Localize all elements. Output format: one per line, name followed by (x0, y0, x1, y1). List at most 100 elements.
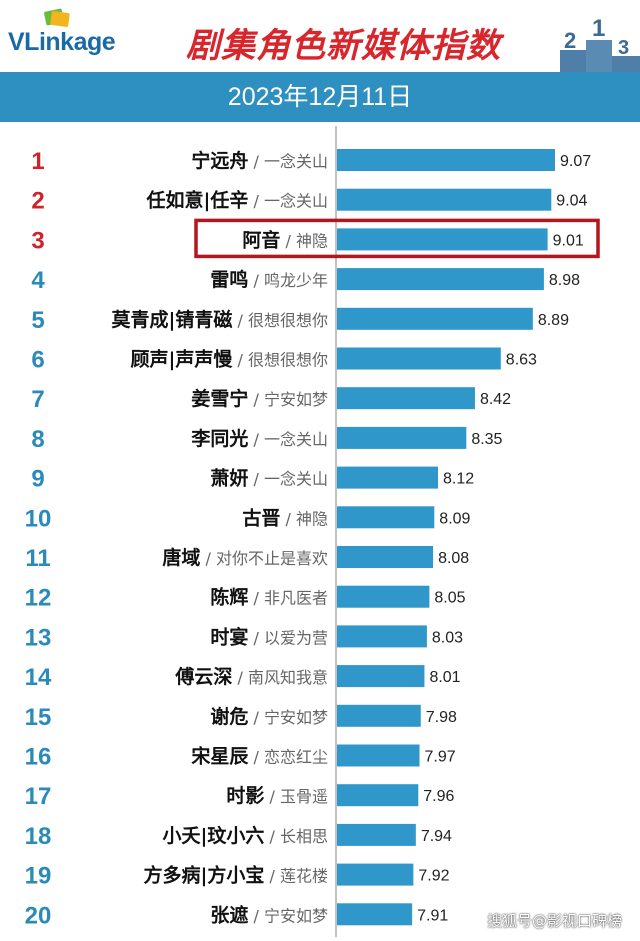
character-name: 傅云深 (174, 665, 232, 688)
value-label: 8.42 (480, 391, 511, 408)
show-name: 宁安如梦 (264, 906, 328, 925)
bar (337, 903, 413, 926)
show-name: 很想很想你 (248, 311, 328, 330)
bar (337, 546, 434, 568)
row-label: 陈辉 / 非凡医者 (210, 586, 328, 609)
bar (337, 149, 555, 171)
character-name: 任如意|任辛 (145, 189, 248, 212)
show-name: 宁安如梦 (264, 708, 328, 727)
bar (337, 744, 420, 767)
bar (337, 387, 475, 410)
separator: / (248, 906, 264, 925)
separator: / (248, 152, 264, 171)
value-label: 7.94 (421, 828, 452, 845)
separator: / (232, 311, 248, 330)
date-label: 2023年12月11日 (227, 83, 413, 111)
rank-number: 6 (31, 347, 44, 374)
character-name: 小夭|玟小六 (162, 824, 264, 847)
show-name: 非凡医者 (264, 589, 328, 608)
show-name: 莲花楼 (280, 867, 328, 886)
character-name: 古晋 (242, 506, 280, 529)
show-name: 很想很想你 (248, 351, 328, 370)
bar (337, 466, 438, 489)
separator: / (232, 351, 248, 370)
separator: / (248, 589, 264, 608)
value-label: 8.12 (443, 471, 474, 488)
value-label: 9.07 (560, 153, 591, 170)
page-title: 剧集角色新媒体指数 (186, 26, 501, 66)
rank-number: 15 (25, 704, 52, 731)
value-label: 9.01 (553, 232, 584, 249)
value-label: 8.03 (432, 629, 463, 646)
character-name: 唐域 (162, 546, 200, 569)
value-label: 8.08 (438, 550, 469, 567)
show-name: 宁安如梦 (264, 390, 328, 409)
rank-number: 3 (31, 227, 44, 254)
rank-number: 13 (25, 624, 52, 651)
row-label: 小夭|玟小六 / 长相思 (162, 824, 328, 847)
character-name: 雷鸣 (210, 268, 248, 291)
podium-digit-1: 1 (592, 15, 605, 42)
ranking-bar-chart: 1 宁远舟 / 一念关山 9.07 2 任如意|任辛 / 一念关山 9.04 3 阿音 / 神… (25, 126, 600, 937)
highlight-box (194, 218, 600, 259)
watermark: 搜狐号@影视口碑榜 (487, 912, 623, 930)
podium-icon: 2 1 3 (560, 15, 640, 72)
value-label: 8.98 (549, 272, 580, 289)
row-label: 时影 / 玉骨遥 (226, 785, 328, 807)
value-label: 8.09 (439, 510, 470, 527)
character-name: 时宴 (210, 625, 248, 648)
show-name: 对你不止是喜欢 (216, 549, 328, 568)
bar (337, 307, 533, 330)
podium-digit-3: 3 (618, 37, 629, 59)
separator: / (248, 390, 264, 409)
bar (337, 228, 548, 251)
show-name: 神隐 (296, 231, 328, 250)
show-name: 鸣龙少年 (264, 271, 328, 290)
rank-number: 2 (31, 188, 44, 215)
row-label: 宁远舟 / 一念关山 (191, 149, 328, 172)
bar (337, 823, 416, 846)
rank-number: 14 (25, 664, 52, 691)
logo-text: VLinkage (8, 28, 116, 56)
bar (337, 863, 414, 886)
rank-number: 18 (25, 823, 52, 850)
show-name: 玉骨遥 (280, 787, 328, 806)
row-label: 时宴 / 以爱为营 (210, 625, 328, 648)
separator: / (264, 787, 280, 806)
rank-number: 12 (25, 585, 52, 612)
bar (337, 268, 544, 291)
bar (337, 585, 430, 608)
character-name: 宋星辰 (190, 745, 249, 768)
character-name: 时影 (226, 785, 264, 807)
show-name: 一念关山 (264, 470, 328, 489)
value-label: 8.35 (471, 431, 502, 448)
rank-number: 19 (25, 863, 52, 890)
value-label: 8.63 (506, 352, 537, 369)
row-label: 古晋 / 神隐 (242, 506, 328, 529)
podium-digit-2: 2 (564, 28, 576, 53)
rank-number: 16 (25, 744, 52, 771)
character-name: 姜雪宁 (191, 387, 248, 410)
separator: / (248, 708, 264, 727)
row-label: 阿音 / 神隐 (242, 228, 328, 251)
rank-number: 4 (31, 267, 45, 294)
value-label: 9.04 (556, 193, 587, 210)
vlinkage-logo: VLinkage (8, 8, 143, 62)
row-label: 唐域 / 对你不止是喜欢 (162, 546, 328, 569)
show-name: 南风知我意 (248, 668, 328, 687)
show-name: 神隐 (296, 509, 328, 528)
rank-number: 8 (31, 426, 44, 453)
character-name: 萧妍 (210, 468, 248, 490)
value-label: 8.89 (538, 312, 569, 329)
show-name: 一念关山 (264, 152, 328, 171)
row-label: 张遮 / 宁安如梦 (210, 903, 328, 926)
value-label: 7.91 (417, 907, 448, 924)
row-label: 莫青成|锖青磁 / 很想很想你 (111, 308, 328, 331)
value-label: 8.05 (434, 590, 465, 607)
rank-number: 9 (31, 466, 44, 493)
character-name: 谢危 (210, 705, 248, 728)
row-label: 顾声|声声慢 / 很想很想你 (130, 348, 328, 371)
separator: / (200, 549, 216, 568)
show-name: 恋恋红尘 (264, 748, 328, 767)
rank-number: 5 (31, 307, 44, 334)
